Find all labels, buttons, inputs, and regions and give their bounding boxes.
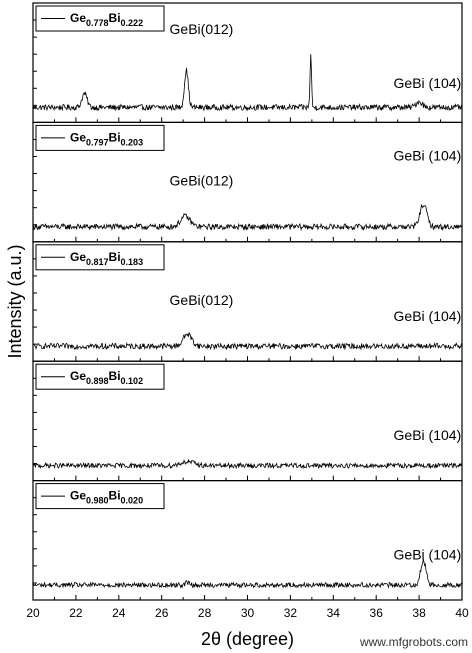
peak-annotation: GeBi(012) <box>170 21 234 37</box>
peak-annotation: GeBi (104) <box>394 308 462 324</box>
series-line <box>33 459 462 470</box>
legend-box <box>35 363 165 390</box>
legend: Ge0.797Bi0.203 <box>35 124 165 151</box>
panel-2: Ge0.797Bi0.203 GeBi(012) GeBi (104) <box>32 121 463 243</box>
legend: Ge0.898Bi0.102 <box>35 363 165 390</box>
legend: Ge0.980Bi0.020 <box>35 483 165 510</box>
legend: Ge0.778Bi0.222 <box>35 5 165 32</box>
peak-annotation: GeBi(012) <box>170 292 234 308</box>
legend-box <box>35 244 165 271</box>
panel-5: Ge0.980Bi0.020 GeBi (104) <box>32 480 463 601</box>
x-tick-label: 26 <box>155 606 169 620</box>
legend-box <box>35 124 165 151</box>
legend-label: Ge0.778Bi0.222 <box>70 11 143 28</box>
x-axis-label: 2θ (degree) <box>201 629 294 649</box>
panel-3: Ge0.817Bi0.183 GeBi(012) GeBi (104) <box>32 241 463 362</box>
legend: Ge0.817Bi0.183 <box>35 244 165 271</box>
peak-annotation: GeBi(012) <box>170 172 234 188</box>
x-tick-label: 32 <box>284 606 298 620</box>
legend-label: Ge0.817Bi0.183 <box>70 250 143 267</box>
x-tick-label: 20 <box>26 606 40 620</box>
x-tick-label: 22 <box>69 606 83 620</box>
series-line <box>33 203 462 232</box>
series-line <box>33 54 462 112</box>
peak-annotation: GeBi (104) <box>394 547 462 563</box>
peak-annotation: GeBi (104) <box>394 427 462 443</box>
x-tick-label: 28 <box>198 606 212 620</box>
legend-label: Ge0.898Bi0.102 <box>70 369 143 386</box>
y-axis-label: Intensity (a.u.) <box>5 244 25 358</box>
panel-4: Ge0.898Bi0.102 GeBi (104) <box>32 360 463 482</box>
peak-annotation: GeBi (104) <box>394 147 462 163</box>
x-tick-label: 24 <box>112 606 126 620</box>
panel-1: Ge0.778Bi0.222 GeBi(012) GeBi (104) <box>32 2 463 124</box>
x-tick-label: 30 <box>241 606 255 620</box>
legend-label: Ge0.797Bi0.203 <box>70 130 143 147</box>
x-tick-label: 34 <box>327 606 341 620</box>
x-tick-label: 38 <box>412 606 426 620</box>
series-line <box>33 332 462 351</box>
x-tick-label: 40 <box>455 606 469 620</box>
legend-label: Ge0.980Bi0.020 <box>70 489 143 506</box>
watermark: www.mfgrobots.com <box>359 635 468 649</box>
peak-annotation: GeBi (104) <box>394 75 462 91</box>
x-tick-label: 36 <box>370 606 384 620</box>
series-line <box>33 559 462 589</box>
